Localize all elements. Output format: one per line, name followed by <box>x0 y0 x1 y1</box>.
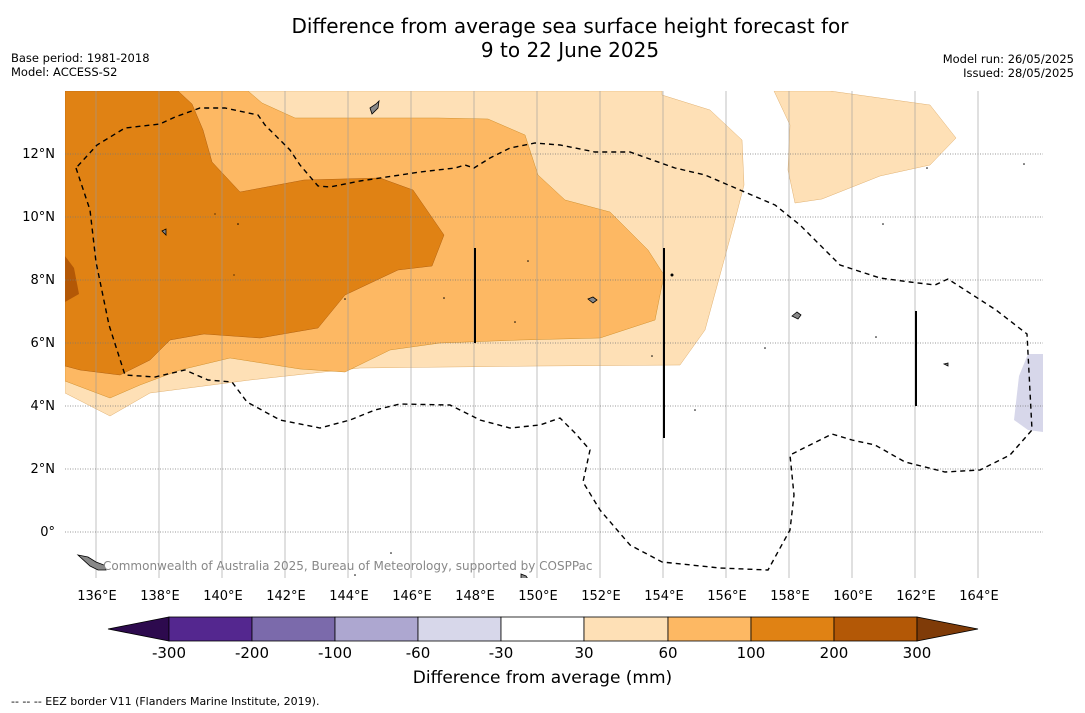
lon-label: 144°E <box>329 589 369 604</box>
lon-label: 160°E <box>833 589 873 604</box>
colorbar-segment <box>417 616 502 642</box>
lon-label: 146°E <box>392 589 432 604</box>
colorbar-segment <box>583 616 669 642</box>
title-line-2: 9 to 22 June 2025 <box>480 38 660 62</box>
colorbar-segment <box>500 616 585 642</box>
colorbar-ticks: -300 -200 -100 -60 -30 30 60 100 200 300 <box>152 644 931 662</box>
map-plot-area: Commonwealth of Australia 2025, Bureau o… <box>65 91 1043 578</box>
lat-label: 0° <box>40 525 55 540</box>
lon-axis: 136°E 138°E 140°E 142°E 144°E 146°E 148°… <box>77 589 999 604</box>
colorbar-segment <box>334 616 419 642</box>
grid-lines-lat <box>65 153 1043 533</box>
colorbar <box>107 616 979 642</box>
lon-label: 152°E <box>581 589 621 604</box>
anomaly-band-200-300 <box>65 256 79 302</box>
colorbar-segment <box>251 616 336 642</box>
issued-date: Issued: 28/05/2025 <box>963 66 1074 80</box>
lat-label: 10°N <box>22 210 55 225</box>
colorbar-segment <box>667 616 752 642</box>
lon-label: 150°E <box>518 589 558 604</box>
lon-label: 142°E <box>266 589 306 604</box>
boundary-lines <box>474 248 917 438</box>
attribution-text: Commonwealth of Australia 2025, Bureau o… <box>103 559 593 573</box>
base-period: Base period: 1981-2018 <box>11 51 150 65</box>
eez-legend: -- -- -- EEZ border V11 (Flanders Marine… <box>11 695 320 708</box>
colorbar-title: Difference from average (mm) <box>412 668 673 688</box>
colorbar-extend-low <box>107 616 170 642</box>
run-info-left: Base period: 1981-2018 Model: ACCESS-S2 <box>11 51 150 79</box>
grid-lines <box>95 91 979 578</box>
lat-label: 8°N <box>31 273 56 288</box>
lon-label: 138°E <box>140 589 180 604</box>
lon-label: 154°E <box>644 589 684 604</box>
lon-label: 162°E <box>896 589 936 604</box>
colorbar-segment <box>168 616 253 642</box>
anomaly-negative-patch <box>1014 354 1043 432</box>
map-title: Difference from average sea surface heig… <box>0 14 1085 62</box>
lon-label: 136°E <box>77 589 117 604</box>
colorbar-tick-label: -60 <box>406 644 431 662</box>
lon-label: 156°E <box>707 589 747 604</box>
lat-label: 2°N <box>31 462 56 477</box>
title-line-1: Difference from average sea surface heig… <box>291 14 849 38</box>
colorbar-segment <box>750 616 835 642</box>
run-info-right: Model run: 26/05/2025 Issued: 28/05/2025 <box>943 52 1074 80</box>
colorbar-tick-label: 300 <box>903 644 932 662</box>
model-name: Model: ACCESS-S2 <box>11 65 118 79</box>
eez-borders <box>75 107 1033 571</box>
anomaly-band-100-200 <box>65 91 445 376</box>
colorbar-tick-label: -30 <box>489 644 514 662</box>
lat-label: 12°N <box>22 147 55 162</box>
lon-label: 140°E <box>203 589 243 604</box>
islands <box>76 99 949 578</box>
colorbar-segment <box>833 616 918 642</box>
lon-label: 158°E <box>770 589 810 604</box>
colorbar-extend-high <box>916 616 979 642</box>
lon-label: 164°E <box>959 589 999 604</box>
colorbar-tick-label: -200 <box>235 644 269 662</box>
colorbar-tick-label: 200 <box>820 644 849 662</box>
colorbar-tick-label: 100 <box>737 644 766 662</box>
lon-label: 148°E <box>455 589 495 604</box>
colorbar-tick-label: 60 <box>658 644 677 662</box>
lat-axis: 12°N 10°N 8°N 6°N 4°N 2°N 0° <box>22 147 55 540</box>
lat-label: 6°N <box>31 336 56 351</box>
colorbar-tick-label: -300 <box>152 644 186 662</box>
model-run-date: Model run: 26/05/2025 <box>942 52 1074 66</box>
colorbar-tick-label: 30 <box>574 644 593 662</box>
colorbar-tick-label: -100 <box>318 644 352 662</box>
anomaly-band-30-60-northeast <box>773 91 957 204</box>
islets <box>214 163 1025 576</box>
lat-label: 4°N <box>31 399 56 414</box>
